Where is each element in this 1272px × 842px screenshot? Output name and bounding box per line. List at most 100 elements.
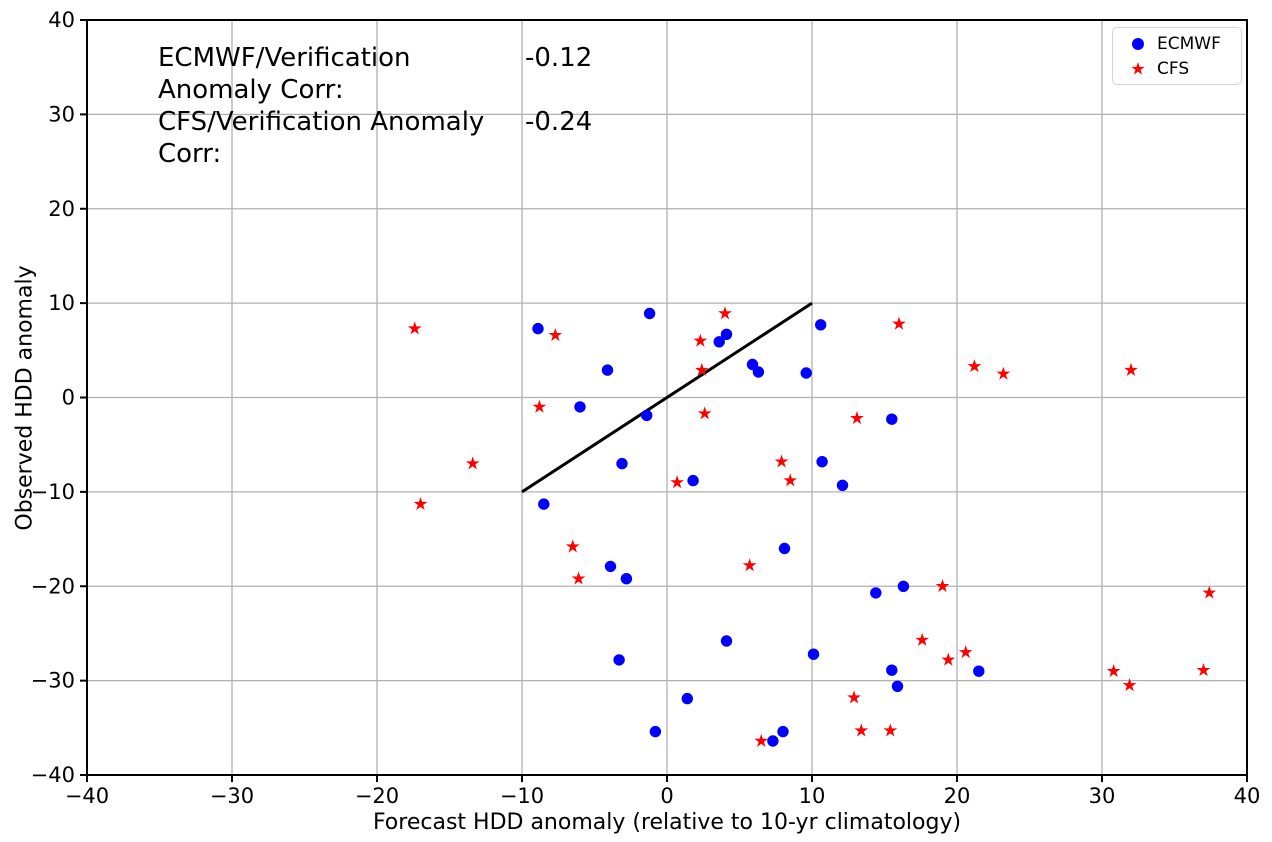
y-tick-label: 20 [48, 197, 75, 221]
data-point-ecmwf [604, 560, 617, 573]
data-point-ecmwf [800, 367, 812, 379]
x-axis-label: Forecast HDD anomaly (relative to 10-yr … [372, 810, 962, 835]
data-point-ecmwf [601, 364, 614, 376]
data-point-ecmwf [616, 457, 628, 470]
data-point-cfs [1196, 663, 1211, 677]
y-tick-label: 0 [62, 386, 75, 410]
data-point-cfs [754, 733, 769, 747]
data-point-ecmwf [643, 307, 656, 320]
data-point-cfs [565, 539, 580, 553]
data-point-ecmwf [816, 456, 828, 468]
data-point-ecmwf [649, 725, 662, 738]
data-point-cfs [718, 306, 732, 320]
data-point-cfs [883, 723, 898, 737]
y-tick-label: −10 [31, 480, 75, 504]
data-point-ecmwf [973, 665, 985, 677]
data-point-cfs [915, 632, 930, 646]
data-point-ecmwf [891, 680, 904, 692]
data-point-cfs [694, 362, 709, 376]
data-point-ecmwf [886, 664, 898, 676]
y-tick-label: −20 [31, 574, 75, 598]
data-point-cfs [1202, 585, 1217, 599]
cfs-correlation-value: -0.24 [525, 107, 593, 137]
cfs-correlation-label: CFS/Verification Anomaly Corr: [158, 107, 485, 169]
data-point-cfs [413, 496, 428, 510]
ecmwf-correlation-row: ECMWF/Verification Anomaly Corr: -0.12 [158, 42, 592, 106]
data-point-cfs [774, 454, 789, 468]
data-point-cfs [548, 328, 563, 342]
data-point-cfs [941, 652, 956, 666]
data-point-cfs [670, 475, 684, 489]
x-tick-label: 30 [1089, 784, 1116, 808]
data-point-cfs [783, 473, 798, 487]
data-point-ecmwf [538, 498, 550, 510]
data-point-ecmwf [836, 479, 849, 491]
data-point-ecmwf [752, 366, 765, 378]
y-tick-label: 10 [48, 291, 75, 315]
data-point-cfs [847, 690, 861, 704]
ecmwf-circle-marker-icon [1132, 37, 1144, 50]
data-point-cfs [532, 399, 547, 413]
data-point-ecmwf [687, 474, 699, 487]
data-point-ecmwf [720, 635, 733, 647]
data-point-ecmwf [641, 409, 653, 422]
data-point-cfs [854, 723, 869, 737]
legend-item-cfs: CFS [1113, 56, 1241, 81]
data-point-cfs [465, 456, 480, 470]
data-point-cfs [996, 366, 1011, 380]
data-point-cfs [693, 333, 708, 347]
data-point-ecmwf [532, 322, 544, 335]
data-point-cfs [1106, 663, 1121, 678]
one-to-one-reference-line [521, 301, 813, 494]
data-point-ecmwf [777, 725, 789, 738]
data-point-cfs [967, 359, 982, 373]
data-point-ecmwf [681, 692, 693, 705]
data-point-ecmwf [807, 648, 820, 660]
correlation-annotation: ECMWF/Verification Anomaly Corr: -0.12 C… [158, 42, 592, 170]
y-axis-label: Observed HDD anomaly [12, 265, 38, 531]
data-point-ecmwf [720, 328, 733, 340]
data-point-ecmwf [778, 542, 791, 555]
data-point-cfs [742, 558, 757, 572]
y-tick-label: −30 [31, 669, 75, 693]
data-point-cfs [1122, 678, 1137, 692]
legend: ECMWF CFS [1112, 27, 1242, 85]
legend-label-ecmwf: ECMWF [1157, 33, 1221, 54]
data-point-cfs [892, 316, 906, 330]
y-tick-label: 40 [48, 8, 75, 32]
ecmwf-correlation-value: -0.12 [525, 43, 593, 73]
legend-label-cfs: CFS [1157, 58, 1190, 79]
data-point-ecmwf [620, 573, 633, 585]
data-point-ecmwf [886, 413, 898, 425]
data-point-ecmwf [574, 401, 586, 413]
x-tick-label: 20 [944, 784, 971, 808]
data-point-cfs [935, 579, 950, 593]
cfs-correlation-row: CFS/Verification Anomaly Corr: -0.24 [158, 106, 592, 170]
x-tick-label: −20 [355, 784, 399, 808]
data-point-cfs [958, 645, 973, 659]
data-point-cfs [1124, 362, 1138, 376]
legend-item-ecmwf: ECMWF [1113, 31, 1241, 56]
data-point-ecmwf [870, 587, 882, 599]
data-point-cfs [407, 321, 422, 335]
data-point-cfs [697, 406, 712, 420]
y-tick-label: −40 [31, 763, 75, 787]
data-point-ecmwf [815, 319, 827, 331]
x-tick-label: 40 [1234, 784, 1261, 808]
data-point-ecmwf [613, 654, 625, 666]
data-point-cfs [571, 571, 586, 585]
ecmwf-correlation-label: ECMWF/Verification Anomaly Corr: [158, 43, 411, 105]
x-tick-label: 0 [660, 784, 673, 808]
x-tick-label: −10 [500, 784, 544, 808]
y-tick-label: 30 [48, 102, 75, 126]
x-tick-label: 10 [799, 784, 826, 808]
x-tick-label: −40 [65, 784, 109, 808]
data-point-ecmwf [767, 735, 779, 747]
cfs-star-marker-icon [1131, 61, 1145, 75]
data-point-ecmwf [713, 336, 725, 348]
x-tick-label: −30 [210, 784, 254, 808]
data-point-ecmwf [897, 580, 910, 592]
data-point-cfs [850, 411, 864, 425]
